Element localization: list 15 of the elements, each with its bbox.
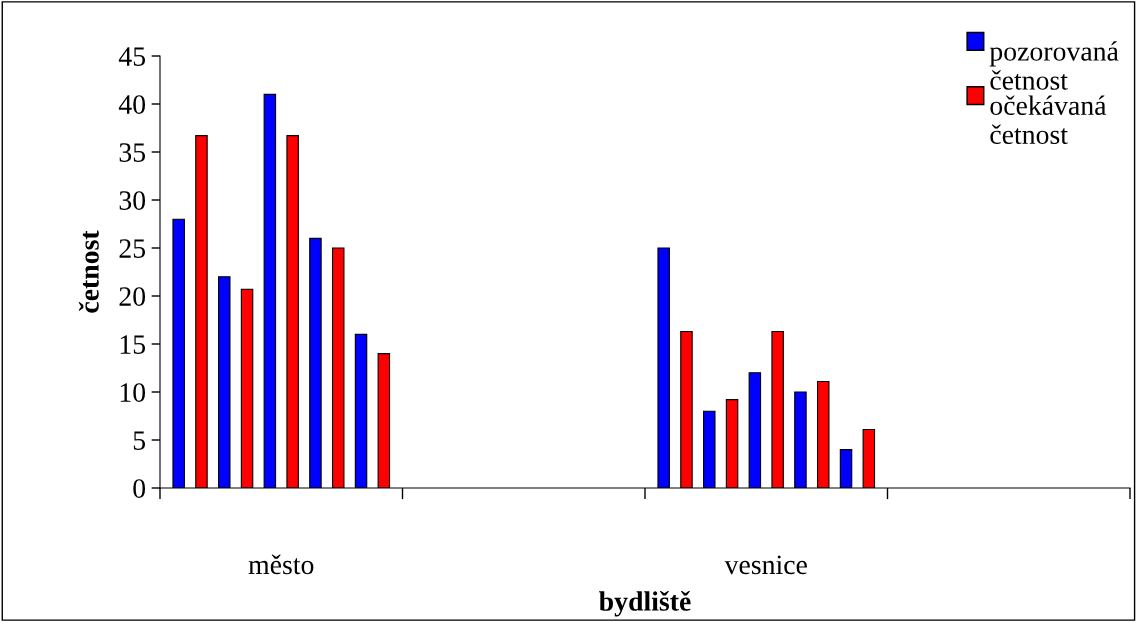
x-axis-title: bydliště: [599, 590, 691, 617]
legend-label: očekávaná četnost: [990, 95, 1107, 145]
y-tick-label: 25: [119, 239, 146, 258]
y-tick-label: 0: [133, 479, 146, 498]
x-tick-label: město: [248, 554, 314, 575]
x-tick-label: vesnice: [724, 555, 807, 575]
y-tick-label: 5: [133, 431, 146, 450]
y-tick-label: 45: [118, 47, 146, 66]
y-tick-label: 10: [120, 383, 146, 402]
y-tick-label: 35: [119, 143, 146, 162]
y-tick-label: 15: [120, 335, 146, 354]
y-tick-label: 40: [118, 95, 146, 114]
y-tick-label: 30: [119, 191, 146, 210]
y-tick-label: 20: [119, 287, 146, 306]
y-axis-title: četnost: [78, 230, 99, 313]
